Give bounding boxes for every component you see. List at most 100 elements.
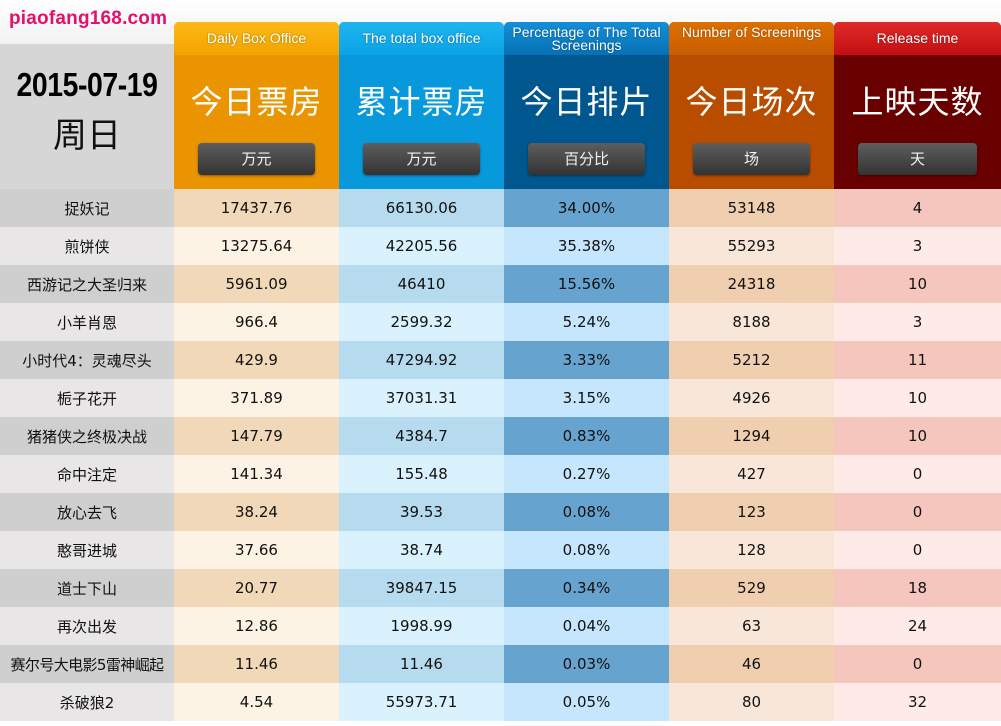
screening-percentage-cell: 0.08% [504,531,669,569]
box-office-table: 捉妖记 17437.76 66130.06 34.00% 53148 4 煎饼侠 13275.… [0,189,1001,721]
screenings-cell: 427 [669,455,834,493]
total-box-office-cell: 2599.32 [339,303,504,341]
header-total-box-office: The total box office 累计票房 万元 [339,22,504,189]
total-box-office-cell: 38.74 [339,531,504,569]
header-screening-percentage: Percentage of The Total Screenings 今日排片 … [504,22,669,189]
screening-percentage-cell: 0.05% [504,683,669,721]
screenings-cell: 8188 [669,303,834,341]
release-days-cell: 10 [834,265,1001,303]
unit-button-days[interactable]: 天 [858,143,977,175]
screening-percentage-cell: 34.00% [504,189,669,227]
movie-name-cell: 捉妖记 [0,189,174,227]
release-days-cell: 4 [834,189,1001,227]
unit-button-daily[interactable]: 万元 [198,143,315,175]
screenings-cell: 4926 [669,379,834,417]
movie-name-cell: 杀破狼2 [0,683,174,721]
table-row[interactable]: 杀破狼2 4.54 55973.71 0.05% 80 32 [0,683,1001,721]
movie-name-cell: 小时代4：灵魂尽头 [0,341,174,379]
table-row[interactable]: 小时代4：灵魂尽头 429.9 47294.92 3.33% 5212 11 [0,341,1001,379]
header-cn-label: 上映天数 [851,83,984,121]
release-days-cell: 10 [834,417,1001,455]
table-row[interactable]: 赛尔号大电影5雷神崛起 11.46 11.46 0.03% 46 0 [0,645,1001,683]
daily-box-office-cell: 13275.64 [174,227,339,265]
movie-name-cell: 命中注定 [0,455,174,493]
header-release-time: Release time 上映天数 天 [834,22,1001,189]
daily-box-office-cell: 17437.76 [174,189,339,227]
daily-box-office-cell: 4.54 [174,683,339,721]
table-row[interactable]: 捉妖记 17437.76 66130.06 34.00% 53148 4 [0,189,1001,227]
screening-percentage-cell: 3.15% [504,379,669,417]
table-row[interactable]: 放心去飞 38.24 39.53 0.08% 123 0 [0,493,1001,531]
screenings-cell: 1294 [669,417,834,455]
release-days-cell: 0 [834,493,1001,531]
total-box-office-cell: 11.46 [339,645,504,683]
total-box-office-cell: 39847.15 [339,569,504,607]
screenings-cell: 55293 [669,227,834,265]
daily-box-office-cell: 11.46 [174,645,339,683]
release-days-cell: 10 [834,379,1001,417]
release-days-cell: 18 [834,569,1001,607]
total-box-office-cell: 47294.92 [339,341,504,379]
table-row[interactable]: 憨哥进城 37.66 38.74 0.08% 128 0 [0,531,1001,569]
daily-box-office-cell: 371.89 [174,379,339,417]
movie-name-cell: 猪猪侠之终极决战 [0,417,174,455]
header-en-label: Daily Box Office [174,22,339,55]
movie-name-cell: 赛尔号大电影5雷神崛起 [0,645,174,683]
total-box-office-cell: 4384.7 [339,417,504,455]
header-cn-label: 今日票房 [190,83,323,121]
movie-name-cell: 西游记之大圣归来 [0,265,174,303]
table-row[interactable]: 西游记之大圣归来 5961.09 46410 15.56% 24318 10 [0,265,1001,303]
daily-box-office-cell: 147.79 [174,417,339,455]
screenings-cell: 53148 [669,189,834,227]
weekday-label: 周日 [53,116,121,156]
total-box-office-cell: 66130.06 [339,189,504,227]
release-days-cell: 0 [834,531,1001,569]
unit-button-screenings[interactable]: 场 [693,143,810,175]
total-box-office-cell: 46410 [339,265,504,303]
daily-box-office-cell: 12.86 [174,607,339,645]
header-daily-box-office: Daily Box Office 今日票房 万元 [174,22,339,189]
screenings-cell: 5212 [669,341,834,379]
total-box-office-cell: 55973.71 [339,683,504,721]
screening-percentage-cell: 15.56% [504,265,669,303]
daily-box-office-cell: 38.24 [174,493,339,531]
unit-button-total[interactable]: 万元 [363,143,480,175]
screenings-cell: 128 [669,531,834,569]
daily-box-office-cell: 966.4 [174,303,339,341]
screenings-cell: 63 [669,607,834,645]
unit-button-percentage[interactable]: 百分比 [528,143,645,175]
header-en-label: Release time [834,22,1001,55]
table-row[interactable]: 猪猪侠之终极决战 147.79 4384.7 0.83% 1294 10 [0,417,1001,455]
screening-percentage-cell: 0.03% [504,645,669,683]
total-box-office-cell: 42205.56 [339,227,504,265]
screening-percentage-cell: 0.83% [504,417,669,455]
daily-box-office-cell: 429.9 [174,341,339,379]
total-box-office-cell: 37031.31 [339,379,504,417]
table-row[interactable]: 煎饼侠 13275.64 42205.56 35.38% 55293 3 [0,227,1001,265]
screenings-cell: 529 [669,569,834,607]
date-panel: 2015-07-19 周日 [0,44,174,189]
table-row[interactable]: 栀子花开 371.89 37031.31 3.15% 4926 10 [0,379,1001,417]
header-cn-label: 累计票房 [355,83,488,121]
table-row[interactable]: 再次出发 12.86 1998.99 0.04% 63 24 [0,607,1001,645]
total-box-office-cell: 1998.99 [339,607,504,645]
movie-name-cell: 煎饼侠 [0,227,174,265]
release-days-cell: 3 [834,303,1001,341]
table-row[interactable]: 道士下山 20.77 39847.15 0.34% 529 18 [0,569,1001,607]
screening-percentage-cell: 3.33% [504,341,669,379]
daily-box-office-cell: 141.34 [174,455,339,493]
movie-name-cell: 憨哥进城 [0,531,174,569]
date-label: 2015-07-19 [16,66,158,103]
table-row[interactable]: 命中注定 141.34 155.48 0.27% 427 0 [0,455,1001,493]
movie-name-cell: 栀子花开 [0,379,174,417]
table-row[interactable]: 小羊肖恩 966.4 2599.32 5.24% 8188 3 [0,303,1001,341]
header-en-label: Number of Screenings [669,22,834,55]
daily-box-office-cell: 20.77 [174,569,339,607]
header-en-label: Percentage of The Total Screenings [504,22,669,55]
screenings-cell: 24318 [669,265,834,303]
release-days-cell: 24 [834,607,1001,645]
header-cn-label: 今日场次 [685,83,818,121]
release-days-cell: 0 [834,645,1001,683]
site-logo[interactable]: piaofang168.com [9,8,168,29]
screening-percentage-cell: 0.34% [504,569,669,607]
